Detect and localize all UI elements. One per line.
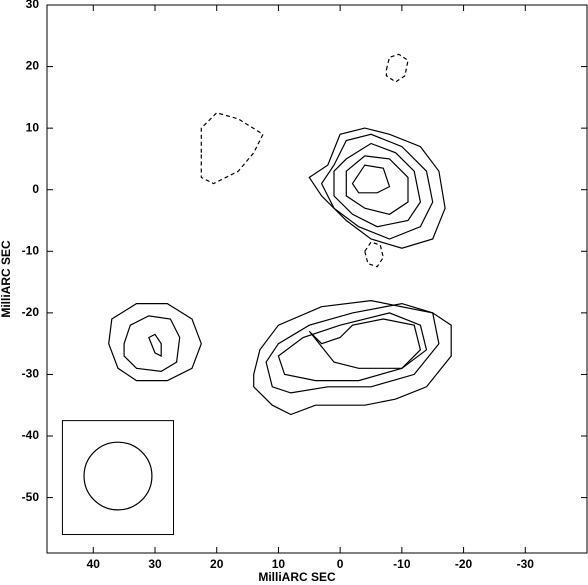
beam-box [61, 420, 175, 536]
y-tick-label: -30 [22, 367, 40, 381]
contour-line [108, 303, 202, 382]
contour-line [320, 133, 434, 240]
y-tick-label: -40 [22, 428, 40, 442]
contour-line [351, 164, 391, 194]
y-tick-label: 10 [26, 120, 40, 134]
contour-line [385, 53, 409, 83]
contour-line [265, 302, 440, 394]
y-tick-label: 20 [26, 59, 40, 73]
y-tick-label: 30 [26, 0, 40, 11]
contour-line [364, 241, 384, 268]
contour-line [308, 127, 446, 249]
x-tick-label: 30 [148, 557, 162, 571]
y-tick-label: -20 [22, 305, 40, 319]
x-tick-label: 40 [87, 557, 101, 571]
x-tick-label: 20 [210, 557, 224, 571]
x-tick-label: -20 [455, 557, 473, 571]
plot-frame [46, 4, 588, 554]
x-axis-label: MilliARC SEC [258, 570, 336, 584]
contour-line [123, 315, 181, 373]
x-tick-label: 0 [337, 557, 344, 571]
contour-line [148, 333, 162, 357]
x-tick-label: -30 [517, 557, 535, 571]
contour-line [200, 112, 264, 185]
contour-line [277, 312, 428, 382]
y-axis-label: MilliARC SEC [0, 240, 13, 318]
contour-line [345, 155, 409, 215]
x-tick-label: 10 [272, 557, 286, 571]
y-tick-label: -10 [22, 243, 40, 257]
y-tick-label: -50 [22, 490, 40, 504]
beam [83, 441, 153, 511]
x-tick-label: -10 [393, 557, 411, 571]
y-tick-label: 0 [32, 182, 39, 196]
contour-line [333, 142, 422, 228]
contour-line [308, 318, 422, 369]
contour-line [253, 299, 452, 416]
